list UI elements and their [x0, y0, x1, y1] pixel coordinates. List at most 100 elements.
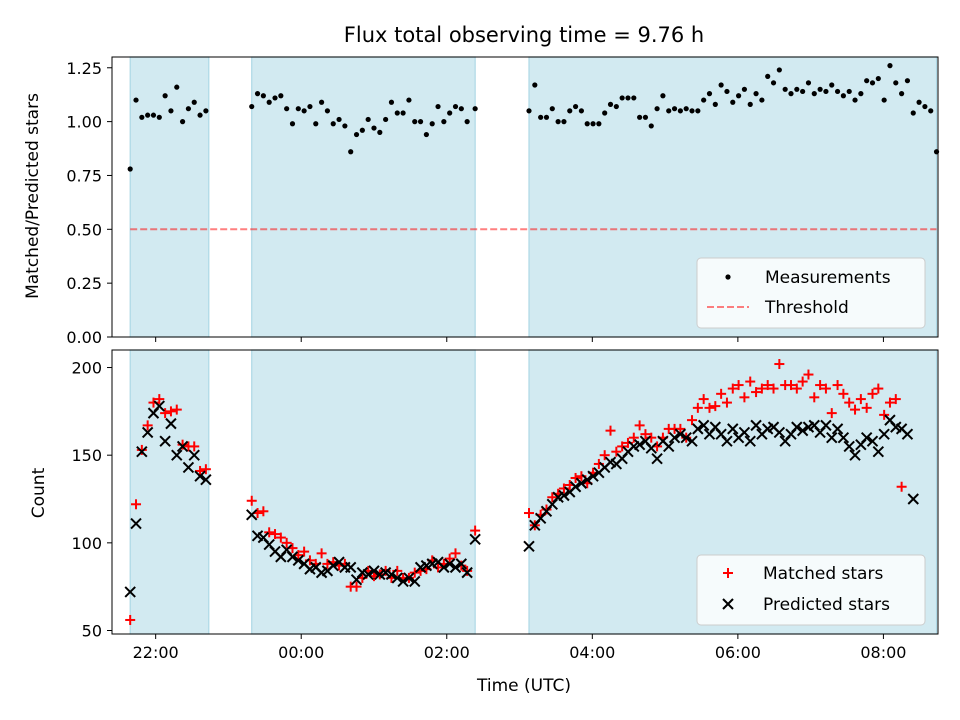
matched-star-point	[873, 383, 884, 394]
measurement-point	[840, 93, 846, 99]
measurement-point	[730, 99, 736, 105]
measurement-point	[139, 114, 145, 120]
predicted-star-point	[575, 477, 588, 489]
measurement-point	[817, 86, 823, 92]
measurement-point	[631, 95, 637, 101]
measurement-point	[881, 97, 887, 103]
bot-observing-window	[129, 349, 210, 635]
predicted-star-point	[246, 509, 258, 521]
predicted-star-point	[645, 442, 657, 454]
measurement-point	[336, 116, 342, 123]
predicted-star-point	[750, 419, 762, 432]
measurement-point	[922, 103, 928, 110]
measurement-point	[441, 119, 447, 125]
measurement-point	[464, 119, 470, 125]
matched-star-point	[541, 504, 552, 515]
predicted-star-point	[403, 572, 415, 584]
bottom-y-ticks: 50 100 150 200	[71, 359, 112, 640]
matched-star-point	[815, 380, 826, 391]
measurement-point	[555, 119, 561, 125]
matched-star-point	[195, 465, 206, 476]
x-tick-label: 08:00	[860, 643, 906, 662]
predicted-star-point	[791, 421, 803, 433]
measurement-point	[846, 88, 852, 95]
measurement-point	[607, 101, 614, 107]
x-axis-label: Time (UTC)	[476, 676, 571, 696]
matched-star-point	[617, 441, 628, 452]
measurement-point	[590, 121, 596, 127]
matched-star-point	[281, 537, 292, 548]
matched-star-point	[762, 380, 773, 391]
matched-star-point	[727, 383, 738, 394]
predicted-star-point	[651, 452, 663, 465]
predicted-star-point	[633, 438, 646, 451]
x-tick-label: 00:00	[278, 643, 324, 662]
measurement-point	[788, 91, 794, 97]
predicted-star-point	[194, 470, 206, 482]
predicted-star-point	[438, 561, 450, 574]
matched-star-point	[756, 383, 767, 394]
bottom-axes-frame	[111, 349, 939, 635]
measurement-point	[642, 114, 649, 120]
measurement-point	[249, 103, 255, 110]
predicted-star-point	[409, 575, 421, 588]
top-legend: Measurements Threshold	[696, 257, 926, 329]
matched-star-point	[409, 567, 420, 578]
predicted-star-point	[165, 417, 177, 430]
measurement-point	[429, 121, 435, 127]
matched-star-point	[721, 397, 732, 408]
predicted-star-point	[831, 423, 844, 435]
matched-star-point	[739, 392, 750, 403]
measurement-point	[400, 110, 406, 116]
measurement-point	[741, 86, 748, 92]
matched-star-point	[605, 425, 616, 436]
measurement-point	[295, 106, 301, 112]
matched-star-point	[171, 404, 182, 415]
predicted-star-point	[391, 572, 403, 584]
matched-star-point	[444, 553, 455, 564]
measurement-point	[834, 88, 841, 95]
matched-star-point	[628, 432, 639, 443]
matched-star-point	[462, 565, 473, 576]
measurement-point	[584, 121, 590, 127]
bot-observing-window	[251, 349, 476, 635]
measurement-point	[371, 125, 377, 131]
matched-star-point	[838, 388, 849, 399]
measurement-point	[683, 106, 689, 112]
predicted-star-point	[744, 435, 756, 447]
measurement-point	[602, 110, 608, 116]
top-legend-box	[696, 257, 926, 329]
predicted-star-point	[866, 435, 879, 447]
measurement-point	[718, 82, 724, 88]
predicted-star-point	[738, 426, 751, 439]
measurement-point	[671, 106, 678, 112]
measurement-point	[162, 93, 168, 99]
matched-star-point	[768, 383, 779, 394]
top-y-tick-label: 0.75	[66, 166, 102, 185]
predicted-star-point	[849, 449, 861, 461]
predicted-star-point	[200, 474, 212, 486]
predicted-star-point	[182, 461, 195, 474]
measurement-point	[133, 97, 139, 103]
matched-star-point	[774, 359, 785, 370]
matched-star-point	[733, 380, 744, 391]
predicted-star-point	[362, 568, 374, 581]
matched-star-point	[797, 376, 808, 387]
matched-star-point	[867, 388, 878, 399]
matched-star-point	[351, 581, 362, 592]
measurement-point	[417, 119, 424, 125]
measurement-point	[916, 99, 922, 105]
predicted-star-point	[141, 426, 154, 439]
predicted-star-point	[327, 559, 339, 572]
bot-y-tick-label: 150	[71, 446, 102, 465]
matched-star-point	[470, 525, 481, 536]
measurement-point	[272, 95, 278, 101]
measurement-point	[388, 99, 395, 105]
measurement-point	[301, 108, 307, 114]
top-measurement-points	[127, 63, 940, 172]
top-y-axis-label: Matched/Predicted stars	[23, 93, 43, 299]
x-tick-label: 04:00	[569, 643, 615, 662]
measurement-point	[724, 88, 730, 95]
measurement-point	[770, 80, 777, 86]
measurement-point	[904, 78, 911, 84]
